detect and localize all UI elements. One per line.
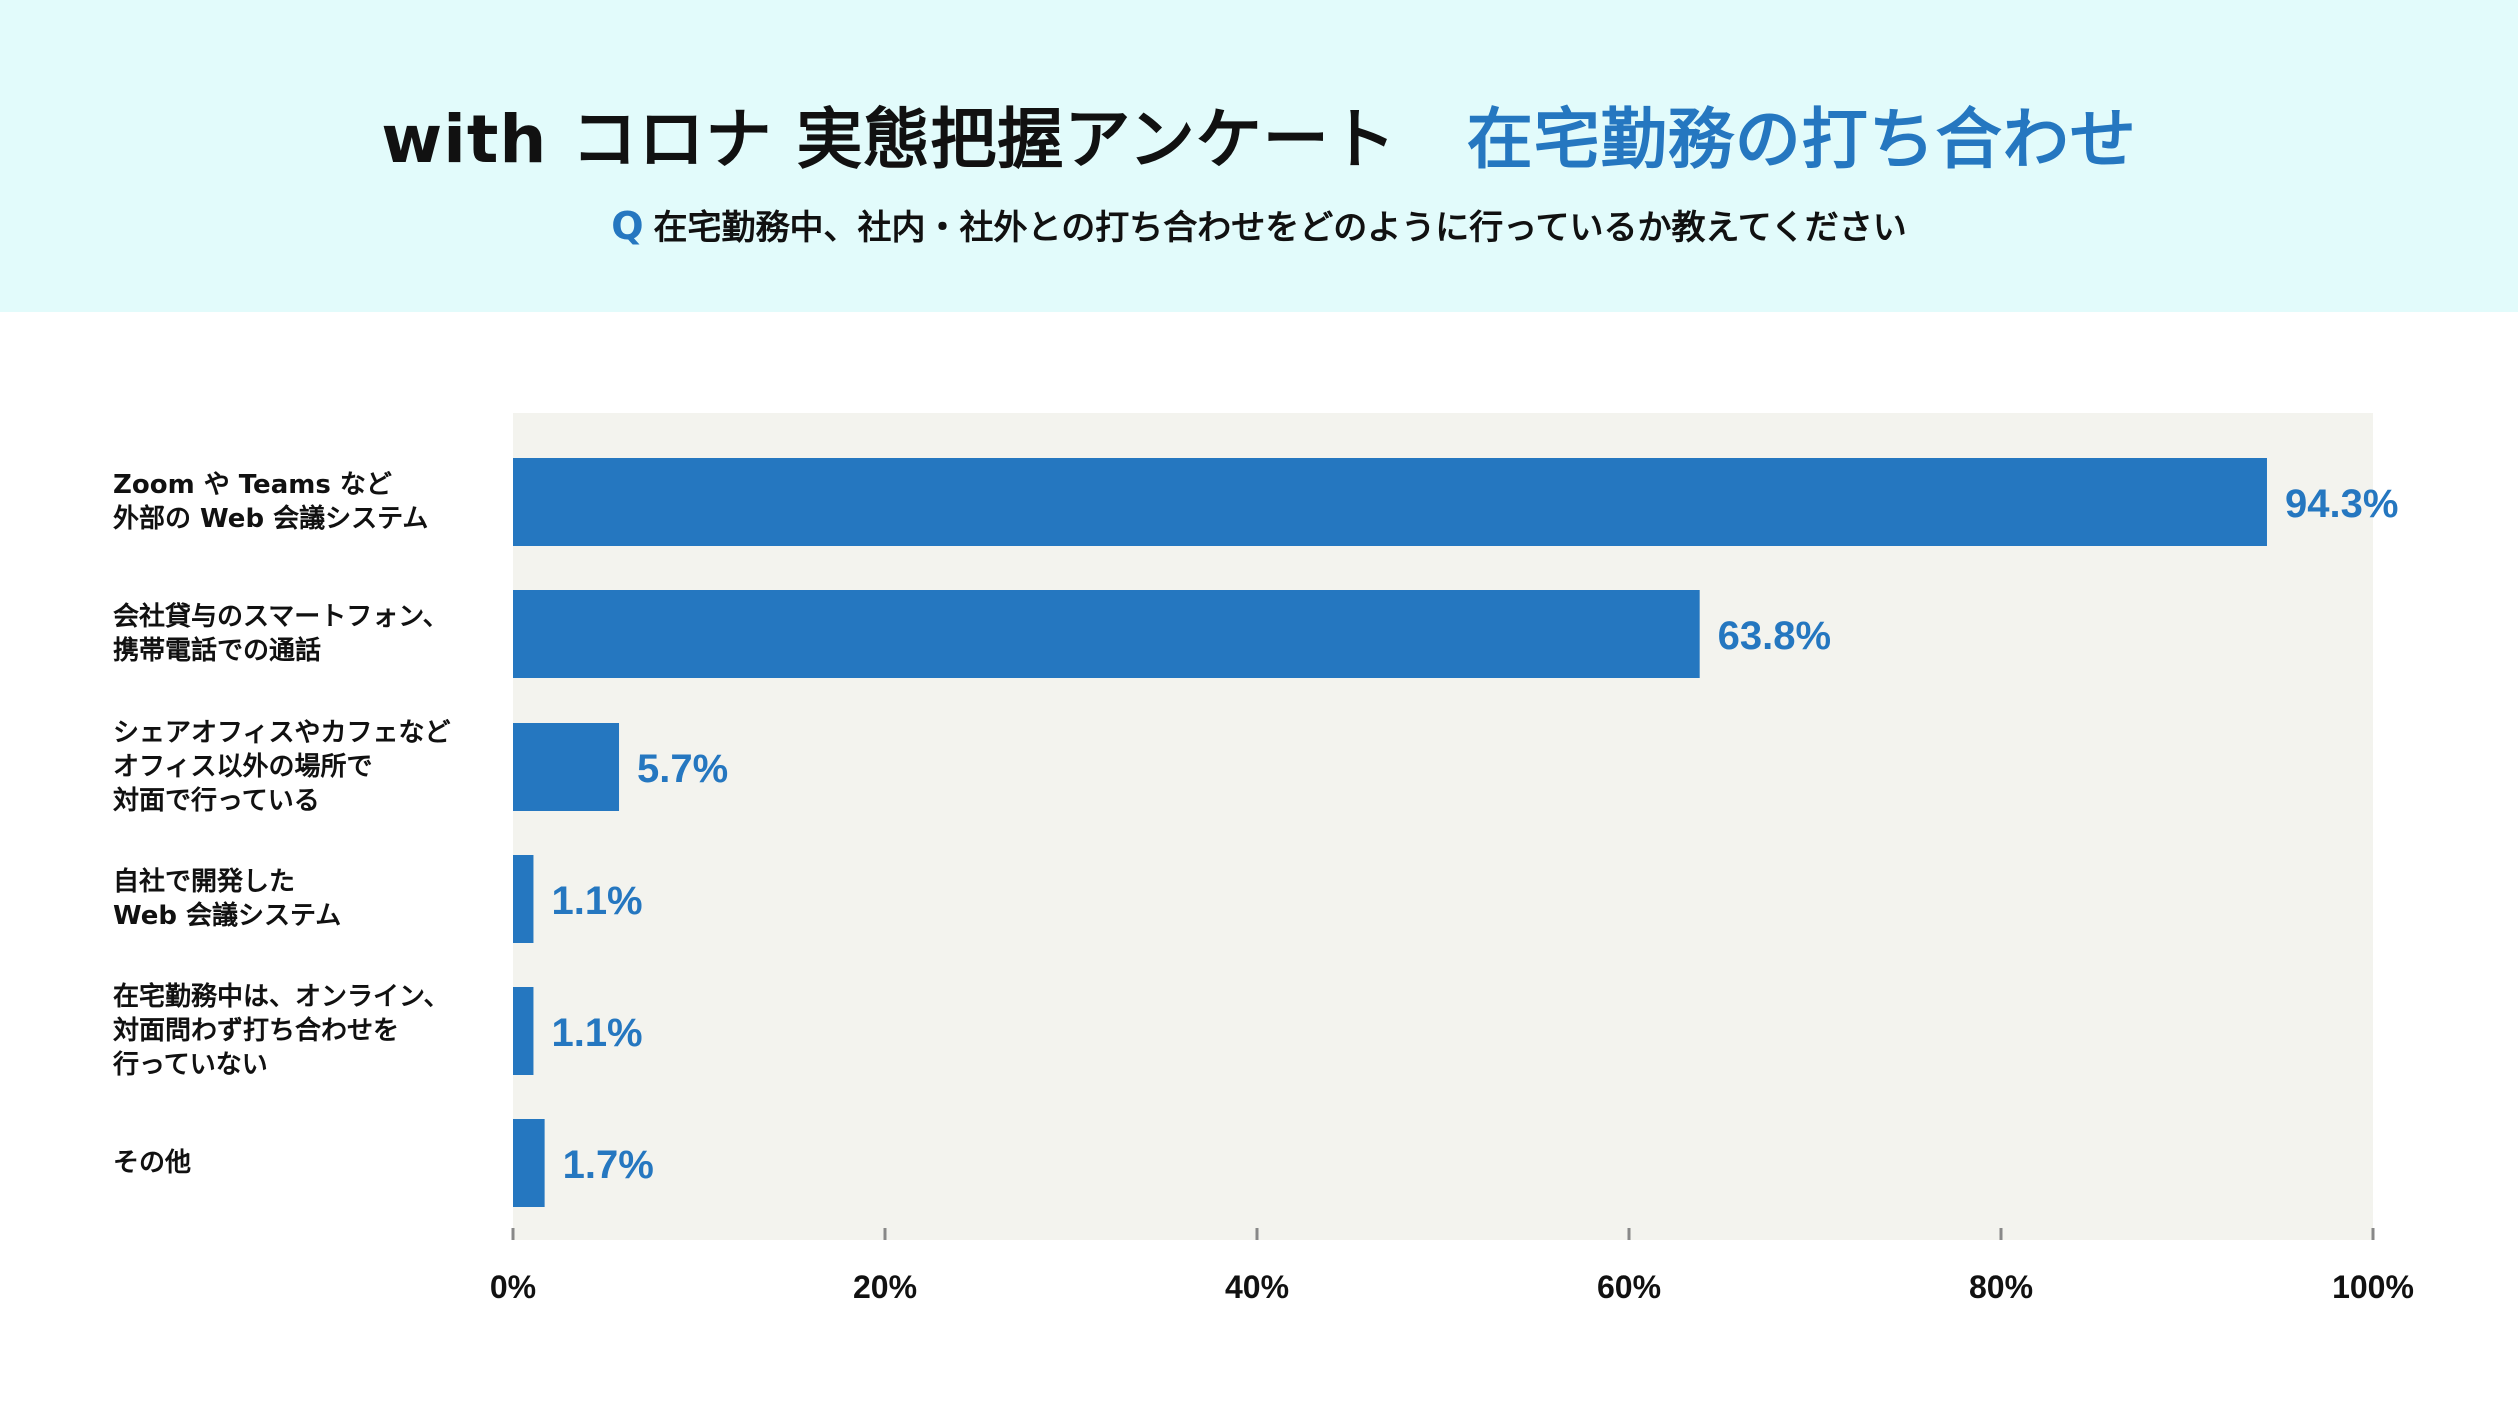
title-main: with コロナ 実態把握アンケート xyxy=(381,101,1397,178)
value-label-4: 1.1% xyxy=(551,879,642,923)
value-label-3: 5.7% xyxy=(637,747,728,791)
x-tick-label-5: 80% xyxy=(1969,1269,2033,1305)
x-tick-label-3: 40% xyxy=(1225,1269,1289,1305)
category-label-3: シェアオフィスやカフェなど オフィス以外の場所で 対面で行っている xyxy=(113,718,451,816)
question-text: Q 在宅勤務中、社内・社外との打ち合わせをどのように行っているか教えてください xyxy=(0,200,2518,249)
x-tick-label-4: 60% xyxy=(1597,1269,1661,1305)
x-tick-label-2: 20% xyxy=(853,1269,917,1305)
category-label-1: Zoom や Teams など 外部の Web 会議システム xyxy=(113,470,429,534)
category-label-6: その他 xyxy=(113,1148,192,1178)
title-sub: 在宅勤務の打ち合わせ xyxy=(1466,101,2137,178)
bar-4 xyxy=(513,855,534,943)
value-label-6: 1.7% xyxy=(563,1143,654,1187)
x-tick-label-6: 100% xyxy=(2332,1269,2414,1305)
header-band: with コロナ 実態把握アンケート 在宅勤務の打ち合わせ Q 在宅勤務中、社内・社… xyxy=(0,0,2518,312)
bar-5 xyxy=(513,987,534,1075)
bar-1 xyxy=(513,458,2267,546)
category-label-5: 在宅勤務中は、オンライン、 対面問わず打ち合わせを 行っていない xyxy=(113,982,450,1080)
plot-area xyxy=(513,413,2373,1240)
value-label-2: 63.8% xyxy=(1718,614,1831,658)
bar-2 xyxy=(513,590,1700,678)
bar-6 xyxy=(513,1119,545,1207)
bar-3 xyxy=(513,723,620,811)
page-title: with コロナ 実態把握アンケート 在宅勤務の打ち合わせ xyxy=(0,86,2518,182)
category-label-4: 自社で開発した Web 会議システム xyxy=(113,867,342,931)
question-mark: Q xyxy=(611,204,644,248)
x-tick-label-1: 0% xyxy=(490,1269,536,1305)
question-body: 在宅勤務中、社内・社外との打ち合わせをどのように行っているか教えてください xyxy=(653,208,1907,248)
category-label-2: 会社貸与のスマートフォン、 携帯電話での通話 xyxy=(113,602,449,666)
value-label-5: 1.1% xyxy=(551,1011,642,1055)
value-label-1: 94.3% xyxy=(2285,482,2398,526)
